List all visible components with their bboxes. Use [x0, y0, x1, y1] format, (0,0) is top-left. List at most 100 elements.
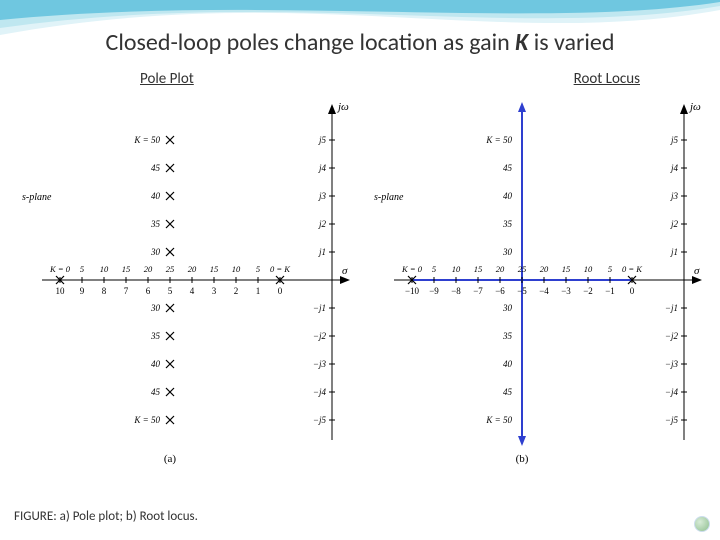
corner-ornament: [694, 516, 710, 532]
svg-text:45: 45: [503, 163, 513, 173]
svg-text:25: 25: [518, 264, 527, 274]
svg-text:7: 7: [124, 286, 129, 296]
subtitle-root-locus: Root Locus: [574, 70, 640, 88]
svg-text:45: 45: [151, 387, 161, 397]
svg-text:−j3: −j3: [313, 359, 327, 369]
svg-text:35: 35: [150, 331, 161, 341]
svg-text:8: 8: [102, 286, 107, 296]
svg-text:j1: j1: [318, 247, 326, 257]
svg-text:35: 35: [150, 219, 161, 229]
svg-text:35: 35: [502, 331, 513, 341]
svg-text:20: 20: [144, 264, 153, 274]
svg-text:−9: −9: [429, 286, 439, 296]
svg-text:2: 2: [234, 286, 239, 296]
svg-text:15: 15: [210, 264, 219, 274]
svg-text:0 = K: 0 = K: [622, 264, 643, 274]
svg-text:5: 5: [168, 286, 173, 296]
svg-text:−2: −2: [583, 286, 593, 296]
svg-text:jω: jω: [688, 101, 701, 113]
svg-text:−j2: −j2: [665, 331, 679, 341]
figure-svg: jωσs-plane109876543210K = 05101520252015…: [10, 90, 710, 490]
svg-text:10: 10: [452, 264, 461, 274]
svg-text:25: 25: [166, 264, 175, 274]
svg-text:K = 50: K = 50: [485, 415, 512, 425]
svg-text:35: 35: [502, 219, 513, 229]
svg-text:0: 0: [630, 286, 635, 296]
svg-text:j5: j5: [318, 135, 327, 145]
title-var: K: [515, 28, 528, 57]
svg-text:−5: −5: [517, 286, 527, 296]
svg-text:15: 15: [474, 264, 483, 274]
svg-text:40: 40: [503, 359, 513, 369]
svg-text:j2: j2: [670, 219, 679, 229]
svg-text:−j4: −j4: [313, 387, 327, 397]
svg-text:j4: j4: [318, 163, 327, 173]
svg-text:0 = K: 0 = K: [270, 264, 291, 274]
subtitle-pole-plot: Pole Plot: [140, 70, 194, 88]
svg-text:σ: σ: [342, 265, 348, 277]
svg-text:45: 45: [151, 163, 161, 173]
svg-text:−3: −3: [561, 286, 571, 296]
svg-text:(a): (a): [164, 453, 177, 465]
svg-text:0: 0: [278, 286, 283, 296]
svg-text:1: 1: [256, 286, 261, 296]
title-pre: Closed-loop poles change location as gai…: [106, 28, 516, 57]
svg-text:−j5: −j5: [665, 415, 679, 425]
svg-text:−j1: −j1: [313, 303, 326, 313]
slide-title: Closed-loop poles change location as gai…: [0, 28, 720, 57]
svg-text:40: 40: [151, 359, 161, 369]
svg-text:45: 45: [503, 387, 513, 397]
svg-text:j5: j5: [670, 135, 679, 145]
figure-caption: FIGURE: a) Pole plot; b) Root locus.: [14, 509, 198, 524]
svg-text:s-plane: s-plane: [22, 192, 52, 203]
svg-text:5: 5: [432, 264, 436, 274]
svg-text:10: 10: [100, 264, 109, 274]
svg-text:−1: −1: [605, 286, 615, 296]
svg-text:K = 50: K = 50: [485, 135, 512, 145]
svg-text:5: 5: [80, 264, 84, 274]
svg-text:30: 30: [150, 303, 161, 313]
svg-text:s-plane: s-plane: [374, 192, 404, 203]
svg-text:−j2: −j2: [313, 331, 327, 341]
svg-text:j3: j3: [318, 191, 327, 201]
title-post: is varied: [528, 28, 614, 57]
svg-text:10: 10: [232, 264, 241, 274]
svg-text:−4: −4: [539, 286, 549, 296]
svg-text:K = 50: K = 50: [133, 135, 160, 145]
svg-text:K = 0: K = 0: [401, 264, 423, 274]
svg-text:j1: j1: [670, 247, 678, 257]
figure-area: jωσs-plane109876543210K = 05101520252015…: [10, 90, 710, 490]
svg-text:−j4: −j4: [665, 387, 679, 397]
svg-text:40: 40: [151, 191, 161, 201]
svg-text:j4: j4: [670, 163, 679, 173]
svg-text:j3: j3: [670, 191, 679, 201]
svg-text:6: 6: [146, 286, 151, 296]
svg-text:4: 4: [190, 286, 195, 296]
svg-text:20: 20: [496, 264, 505, 274]
svg-text:40: 40: [503, 191, 513, 201]
svg-text:−j5: −j5: [313, 415, 327, 425]
svg-text:30: 30: [502, 303, 513, 313]
svg-text:−8: −8: [451, 286, 461, 296]
svg-text:jω: jω: [336, 101, 349, 113]
svg-text:3: 3: [212, 286, 217, 296]
svg-text:15: 15: [122, 264, 131, 274]
svg-text:10: 10: [56, 286, 66, 296]
svg-text:30: 30: [502, 247, 513, 257]
svg-text:30: 30: [150, 247, 161, 257]
svg-text:σ: σ: [694, 265, 700, 277]
svg-text:10: 10: [584, 264, 593, 274]
svg-text:20: 20: [188, 264, 197, 274]
svg-text:20: 20: [540, 264, 549, 274]
svg-text:j2: j2: [318, 219, 327, 229]
svg-text:(b): (b): [516, 453, 529, 465]
svg-text:K = 0: K = 0: [49, 264, 71, 274]
svg-text:−j1: −j1: [665, 303, 678, 313]
svg-text:15: 15: [562, 264, 571, 274]
svg-text:K = 50: K = 50: [133, 415, 160, 425]
svg-text:5: 5: [256, 264, 260, 274]
svg-text:−10: −10: [405, 286, 420, 296]
svg-text:9: 9: [80, 286, 85, 296]
svg-text:−7: −7: [473, 286, 483, 296]
svg-text:−6: −6: [495, 286, 505, 296]
